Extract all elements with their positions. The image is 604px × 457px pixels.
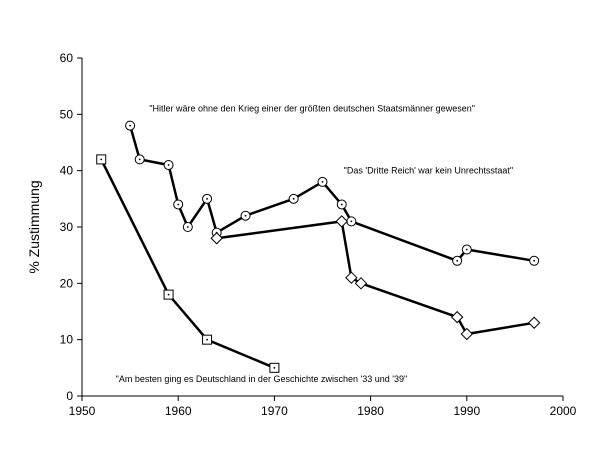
y-tick-label: 50 [60,107,74,121]
point-marker-dot [340,203,343,206]
annotation-1: "Hitler wäre ohne den Krieg einer der gr… [149,104,475,114]
point-marker-diamond [450,310,464,324]
data-point [96,154,107,165]
y-tick-label: 30 [60,220,74,234]
data-point [527,316,541,329]
y-tick-label: 20 [60,276,74,290]
point-marker-diamond [335,215,348,228]
data-point [240,210,251,221]
data-point [173,199,184,210]
series-1 [125,120,540,266]
point-marker-dot [533,259,536,262]
point-marker-dot [206,197,208,200]
annotation-layer: "Hitler wäre ohne den Krieg einer der gr… [116,104,513,384]
annotation-2: "Das 'Dritte Reich' war kein Unrechtssta… [344,165,513,175]
x-tick-label: 2000 [550,404,577,418]
data-point [452,255,463,266]
data-point [134,154,145,165]
y-axis-title: % Zustimmung [26,180,42,273]
series-line [100,158,275,369]
point-marker-dot [321,181,324,183]
point-marker-dot [465,248,468,251]
data-point [182,222,193,232]
data-point [317,176,328,187]
data-point [450,310,464,324]
y-tick-label: 0 [66,389,73,403]
data-point [269,362,280,373]
data-point [335,215,348,228]
x-tick-label: 1990 [453,404,480,418]
axes: 0 10 20 30 40 50 60 1950 1960 1970 1980 1990 2000 [60,51,577,418]
point-marker-dot [456,259,459,262]
point-marker-dot [206,338,208,341]
data-point [345,271,358,284]
y-tick-label: 40 [60,164,74,178]
x-tick-label: 1980 [357,404,384,418]
point-marker-dot [167,293,170,296]
data-point [163,289,174,300]
data-point [460,327,474,341]
data-point [125,120,136,131]
point-marker-dot [129,124,132,127]
data-point [461,244,472,255]
data-point [202,193,213,204]
x-tick-label: 1950 [69,404,96,418]
data-point [346,216,357,227]
point-marker-diamond [210,232,223,245]
point-marker-dot [273,366,276,369]
point-marker-dot [138,158,141,161]
point-marker-dot [100,158,103,161]
series-2 [210,215,541,341]
data-point [210,232,223,245]
data-point [354,277,368,290]
series-3 [96,154,280,373]
point-marker-dot [186,226,189,228]
point-marker-dot [167,164,170,166]
x-tick-label: 1960 [165,404,192,418]
data-point [336,199,347,210]
series-line [216,220,535,336]
data-point [288,193,299,204]
series-line [128,125,535,263]
data-point [529,255,540,266]
x-tick-label: 1970 [261,404,288,418]
data-point [163,160,174,171]
annotation-3: "Am besten ging es Deutschland in der Ge… [116,374,408,384]
point-marker-dot [292,197,295,200]
point-marker-dot [350,220,353,223]
series-layer [96,120,541,373]
point-marker-dot [244,214,247,217]
point-marker-diamond [354,277,368,290]
y-tick-label: 60 [60,51,74,65]
y-tick-label: 10 [60,333,74,347]
point-marker-diamond [460,327,474,341]
point-marker-diamond [527,316,541,329]
point-marker-diamond [345,271,358,284]
data-point [202,334,213,345]
point-marker-dot [177,203,180,206]
